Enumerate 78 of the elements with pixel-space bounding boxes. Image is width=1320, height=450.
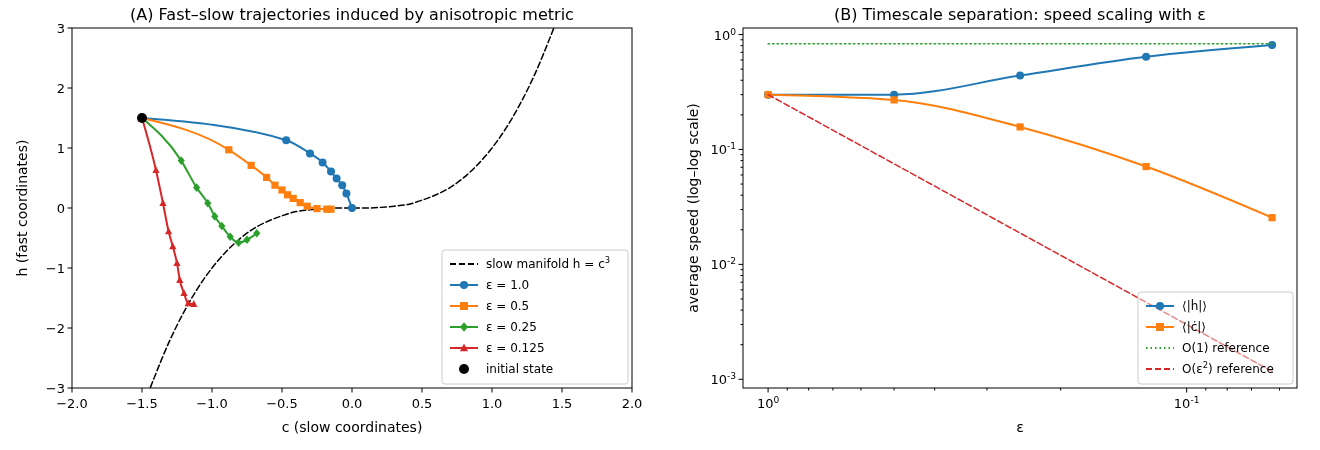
point	[318, 158, 327, 167]
point	[1016, 123, 1024, 131]
point	[332, 174, 341, 183]
point	[263, 173, 271, 181]
x-tick-label: 2.0	[621, 396, 643, 411]
point	[235, 238, 243, 248]
point	[303, 202, 311, 210]
point	[243, 235, 251, 245]
y-tick-label: 10$^{0}$	[713, 26, 737, 43]
chart-title: (B) Timescale separation: speed scaling with ε	[834, 5, 1206, 24]
point	[218, 221, 226, 231]
y-tick-label: 0	[56, 201, 65, 216]
point	[190, 300, 198, 307]
x-tick-label: 10$^{-1}$	[1173, 395, 1200, 411]
y-tick-label: 10$^{-2}$	[710, 256, 736, 273]
point	[180, 289, 188, 297]
x-tick-label: 10$^{0}$	[756, 395, 780, 411]
y-tick-label: 10$^{-3}$	[710, 371, 737, 388]
legend-label: ε = 0.25	[486, 320, 537, 334]
x-tick-label: 0.0	[341, 396, 363, 411]
point	[159, 199, 167, 207]
chart-title: (A) Fast–slow trajectories induced by anisotropic metric	[130, 5, 574, 24]
point	[306, 149, 314, 158]
point	[152, 166, 160, 174]
point	[348, 204, 356, 212]
y-tick-label: −3	[45, 381, 65, 396]
point	[165, 227, 173, 235]
y-tick-label: 1	[56, 141, 65, 156]
legend-label: ε = 0.5	[486, 299, 530, 313]
x-tick-label: −0.5	[266, 396, 298, 411]
point	[282, 136, 291, 145]
point	[1268, 214, 1276, 222]
x-axis-title: ε	[1016, 419, 1024, 435]
point	[327, 205, 335, 213]
x-tick-label: −1.0	[196, 396, 228, 411]
point	[338, 181, 347, 190]
x-tick-label: 1.5	[551, 396, 573, 411]
point	[247, 161, 255, 169]
legend-label: slow manifold h = c$^{3}$	[486, 255, 611, 271]
y-axis-title: average speed (log–log scale)	[685, 103, 701, 313]
x-tick-label: 1.0	[481, 396, 503, 411]
point	[342, 189, 351, 198]
y-tick-label: −1	[45, 261, 65, 276]
point	[177, 156, 185, 165]
point	[173, 259, 181, 267]
point	[204, 198, 212, 208]
x-tick-label: 0.5	[411, 396, 433, 411]
legend-label: O(1) reference	[1182, 341, 1270, 355]
point	[226, 232, 234, 242]
point	[890, 96, 898, 104]
point	[253, 228, 261, 238]
point	[211, 212, 219, 221]
legend-label: ε = 0.125	[486, 341, 545, 355]
y-tick-label: 10$^{-1}$	[710, 141, 736, 158]
point	[313, 205, 321, 213]
legend-label: ε = 1.0	[486, 278, 530, 292]
x-tick-label: −2.0	[56, 396, 88, 411]
legend-label: ⟨|ḣ|⟩	[1182, 298, 1208, 313]
y-tick-label: 2	[56, 81, 65, 96]
point	[1142, 52, 1151, 61]
y-tick-label: 3	[56, 21, 65, 36]
point	[278, 186, 286, 194]
y-axis-title: h (fast coordinates)	[14, 139, 30, 277]
point	[289, 194, 297, 202]
point	[1142, 162, 1150, 171]
x-axis-title: c (slow coordinates)	[281, 419, 423, 435]
point	[327, 167, 335, 176]
legend-label: initial state	[486, 362, 554, 376]
point	[271, 181, 279, 189]
legend-label: O(ε$^{2}$) reference	[1182, 360, 1274, 376]
x-tick-label: −1.5	[126, 396, 158, 411]
point	[1016, 71, 1025, 80]
point	[176, 276, 184, 283]
legend-label: ⟨|ċ|⟩	[1182, 320, 1207, 334]
point	[193, 183, 201, 192]
point	[296, 199, 304, 207]
point	[225, 146, 233, 154]
y-tick-label: −2	[45, 321, 65, 336]
